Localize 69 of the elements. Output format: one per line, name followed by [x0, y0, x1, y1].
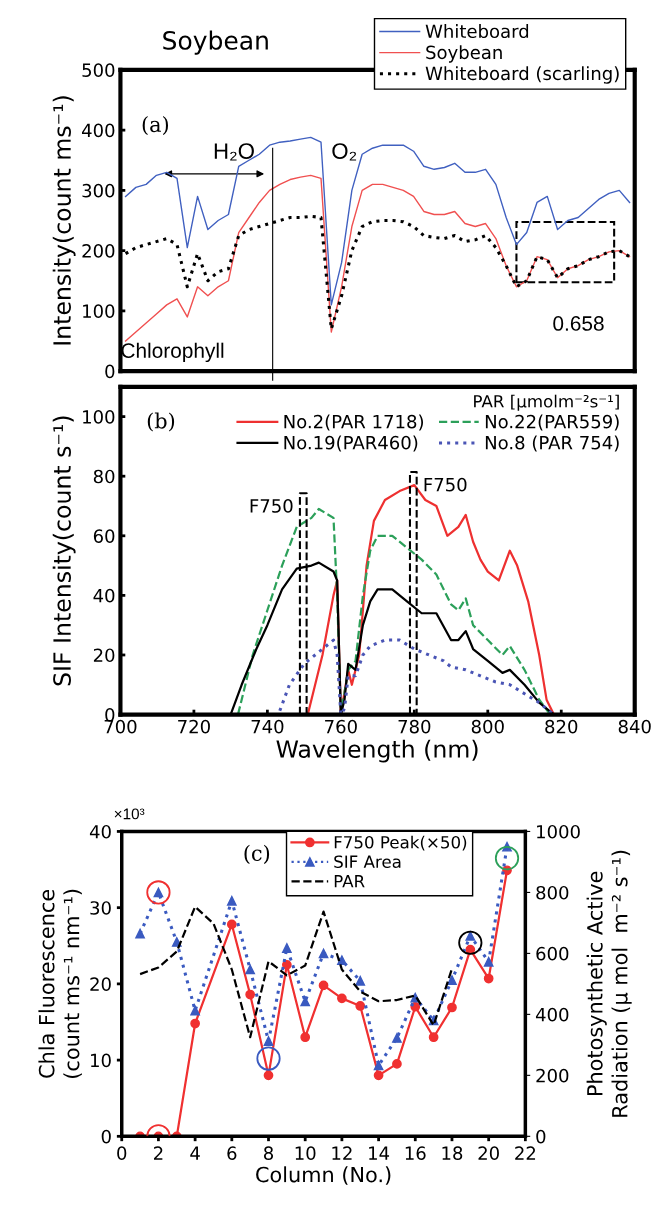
y-axis-title: SIF Intensity(count s⁻¹) — [52, 416, 76, 686]
y-tick-label: 100 — [83, 304, 115, 319]
annotation: O₂ — [332, 143, 357, 161]
legend-label: No.8 (PAR 754) — [485, 435, 619, 452]
x-tick-label: 14 — [369, 1146, 390, 1160]
x-tick-label: 10 — [295, 1146, 316, 1161]
annotation: 0.658 — [553, 316, 604, 331]
y-tick-label: 200 — [82, 244, 115, 258]
y-tick-label: 60 — [93, 529, 115, 543]
annotation: F750 — [424, 477, 467, 492]
x-tick-label: 740 — [251, 719, 284, 734]
y2-tick-label: 1000 — [537, 824, 580, 839]
x-tick-label: 0 — [117, 1146, 127, 1161]
y-tick-label: 100 — [83, 410, 115, 424]
annotation: (c) — [244, 844, 270, 864]
x-tick-label: 820 — [545, 719, 578, 734]
x-tick-label: 8 — [263, 1146, 274, 1161]
x-tick-label: 20 — [478, 1146, 499, 1161]
legend-label: No.19(PAR460) — [284, 435, 418, 452]
y-tick-label: 400 — [81, 123, 115, 138]
y-tick-label: 40 — [93, 588, 115, 603]
x-axis-title: Wavelength (nm) — [276, 739, 478, 763]
y-tick-label: 20 — [90, 977, 111, 991]
annotation: F750 — [250, 499, 293, 513]
y2-tick-label: 400 — [535, 1007, 569, 1022]
x-tick-label: 18 — [442, 1146, 463, 1161]
x-tick-label: 12 — [332, 1146, 352, 1160]
x-tick-label: 840 — [618, 719, 651, 734]
x-tick-label: 16 — [405, 1146, 426, 1161]
y-axis-title: Intensity(count ms⁻¹) — [52, 96, 76, 345]
y-tick-label: 40 — [89, 824, 111, 839]
x-tick-label: 6 — [227, 1146, 237, 1161]
y2-tick-label: 0 — [536, 1129, 546, 1144]
y-axis-title: Chla Fluorescence (count ms⁻¹ nm⁻¹) — [38, 889, 82, 1078]
x-tick-label: 4 — [190, 1146, 200, 1160]
annotation: Chlorophyll — [121, 342, 224, 363]
y2-tick-label: 600 — [536, 946, 569, 961]
y-tick-label: 20 — [93, 648, 115, 663]
x-axis-title: Column (No.) — [256, 1166, 391, 1185]
legend-title: PAR [μmolm⁻²s⁻¹] — [474, 394, 619, 411]
legend-label: Soybean — [426, 45, 502, 63]
legend-label: No.22(PAR559) — [485, 414, 619, 431]
y2-axis-title: Photosynthetic Active Radiation (μ mol m⁻² s⁻¹) — [586, 850, 632, 1117]
x-tick-label: 22 — [515, 1146, 536, 1160]
legend-label: PAR — [334, 875, 365, 888]
y-tick-label: 300 — [82, 183, 115, 198]
legend-label: No.2(PAR 1718) — [284, 414, 424, 431]
legend-label: Whiteboard (scarling) — [425, 66, 619, 84]
x-tick-label: 800 — [471, 719, 504, 734]
y-tick-label: 10 — [91, 1053, 111, 1068]
y2-tick-label: 200 — [536, 1068, 569, 1083]
x-tick-label: 780 — [398, 719, 431, 734]
annotation: (b) — [147, 412, 175, 432]
y-tick-label: 80 — [93, 469, 115, 484]
x-tick-label: 760 — [325, 719, 357, 734]
legend-label: Whiteboard — [425, 24, 529, 39]
legend-label: F750 Peak(×50) — [334, 835, 467, 851]
y-tick-label: 0 — [101, 1129, 111, 1144]
y2-tick-label: 800 — [536, 885, 569, 900]
annotation: (a) — [142, 116, 169, 136]
x-tick-label: 720 — [178, 719, 210, 734]
y-tick-label: 0 — [105, 364, 115, 379]
x-tick-label: 2 — [154, 1146, 163, 1160]
y-tick-label: 30 — [90, 901, 111, 915]
text: ×10³ — [114, 808, 145, 820]
legend-label: SIF Area — [334, 855, 401, 868]
y-tick-label: 500 — [82, 63, 115, 78]
annotation: H₂O — [214, 143, 254, 161]
chart-title: Soybean — [163, 30, 268, 55]
